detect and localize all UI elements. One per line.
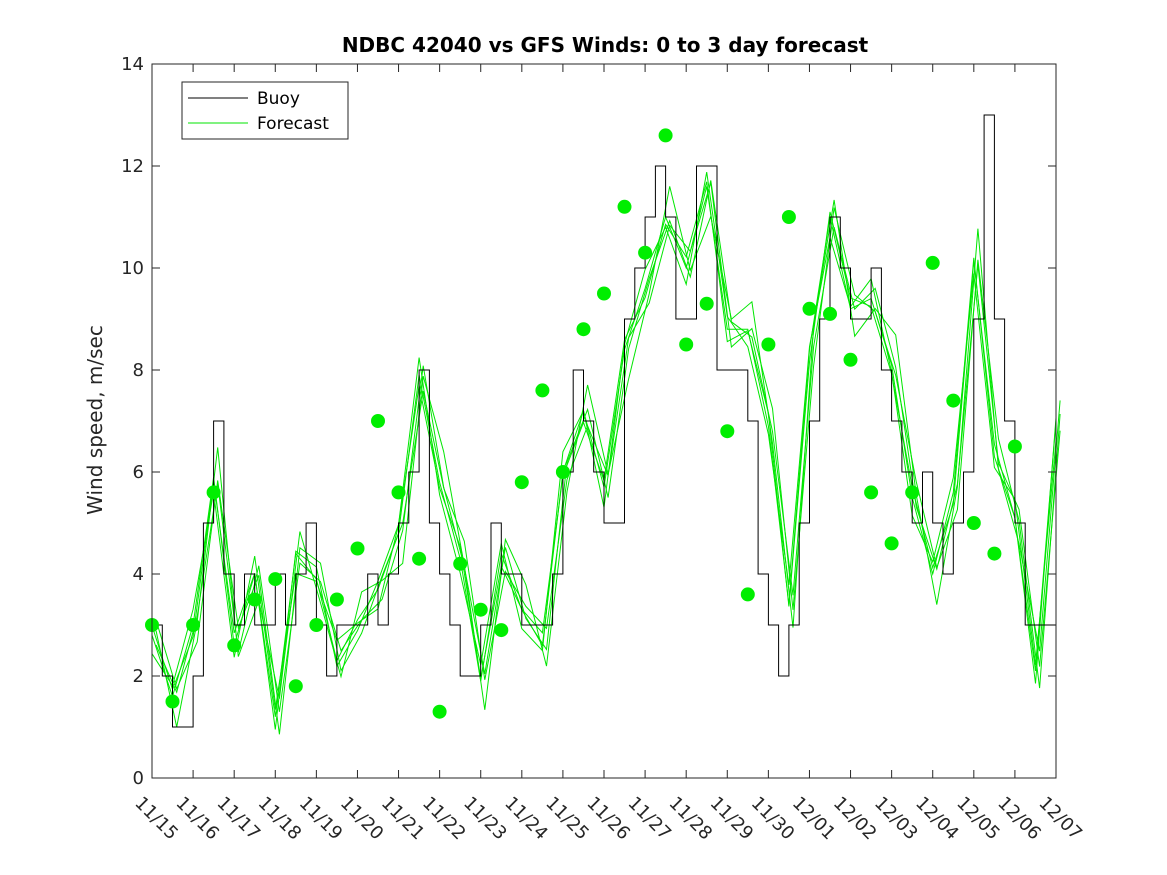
y-axis: 0 2 4 6 8 10 12 14 [121,54,1056,789]
y-tick-label: 12 [121,156,144,177]
legend-label-buoy: Buoy [257,89,300,109]
x-tick-label: 12/03 [870,793,922,845]
forecast-marker [391,485,406,500]
forecast-marker [884,536,899,551]
forecast-marker [679,337,694,352]
forecast-run-line [155,186,1061,728]
forecast-marker [329,592,344,607]
forecast-marker [699,296,714,311]
forecast-marker [864,485,879,500]
forecast-marker [987,546,1002,561]
forecast-marker [555,465,570,479]
y-tick-label: 14 [121,54,144,75]
y-tick-label: 8 [133,360,144,381]
y-tick-label: 0 [133,768,144,789]
x-tick-label: 11/20 [336,793,388,845]
legend-box [181,81,349,140]
buoy-series [152,114,1056,728]
x-tick-label: 12/07 [1034,793,1086,845]
forecast-marker [514,475,529,490]
x-tick-label: 11/22 [418,793,470,845]
x-tick-label: 11/24 [500,793,552,845]
forecast-marker [288,679,303,694]
forecast-marker [843,352,858,367]
x-tick-label: 11/29 [706,793,758,845]
plot-area [152,64,1056,778]
x-tick-label: 11/27 [624,793,676,845]
forecast-marker [494,623,509,638]
forecast-marker [535,383,550,398]
forecast-marker [1007,439,1022,454]
forecast-marker [309,618,324,632]
y-tick-label: 4 [133,564,144,585]
x-tick-label: 12/04 [911,793,963,845]
x-tick-label: 11/17 [213,793,265,845]
y-tick-label: 2 [133,666,144,687]
x-tick-label: 11/15 [130,793,182,845]
x-tick-label: 11/25 [541,793,593,845]
x-tick-label: 11/21 [377,793,429,845]
x-tick-label: 11/28 [665,793,717,845]
x-tick-label: 11/18 [254,793,306,845]
chart-title: NDBC 42040 vs GFS Winds: 0 to 3 day fore… [342,33,869,57]
y-tick-label: 6 [133,462,144,483]
forecast-marker [740,587,755,602]
forecast-marker [576,322,591,337]
x-tick-label: 11/19 [295,793,347,845]
forecast-marker [761,337,776,352]
forecast-marker [946,393,961,408]
forecast-marker [453,556,468,571]
forecast-marker [473,602,488,617]
forecast-marker [925,255,940,270]
forecast-marker [781,210,796,224]
forecast-marker [617,199,632,214]
forecast-marker [823,306,837,321]
x-tick-label: 11/23 [459,793,511,845]
x-tick-label: 12/06 [993,793,1045,845]
forecast-marker [658,128,673,143]
forecast-marker [186,618,201,632]
forecast-markers [145,128,1022,719]
x-tick-label: 11/30 [747,793,799,845]
x-tick-label: 12/01 [788,793,840,845]
y-tick-label: 10 [121,258,144,279]
y-axis-label: Wind speed, m/sec [83,325,107,515]
forecast-marker [638,245,653,260]
forecast-marker [247,592,262,607]
forecast-marker [350,541,365,556]
forecast-marker [165,694,180,709]
forecast-marker [412,551,427,566]
forecast-marker [371,414,385,428]
forecast-marker [227,638,242,653]
x-tick-label: 12/02 [829,793,881,845]
x-tick-label: 11/26 [582,793,634,845]
forecast-marker [720,424,735,439]
forecast-marker [905,485,920,500]
forecast-marker [966,516,981,530]
forecast-marker [432,704,447,719]
forecast-run-line [155,180,1061,712]
legend-label-forecast: Forecast [257,114,329,134]
forecast-marker [206,485,221,500]
legend: Buoy Forecast [181,81,349,140]
buoy-line [152,114,1056,728]
x-tick-label: 11/16 [172,793,224,845]
forecast-marker [802,301,817,316]
forecast-marker [597,286,611,301]
x-tick-label: 12/05 [952,793,1004,845]
forecast-marker [268,572,283,587]
